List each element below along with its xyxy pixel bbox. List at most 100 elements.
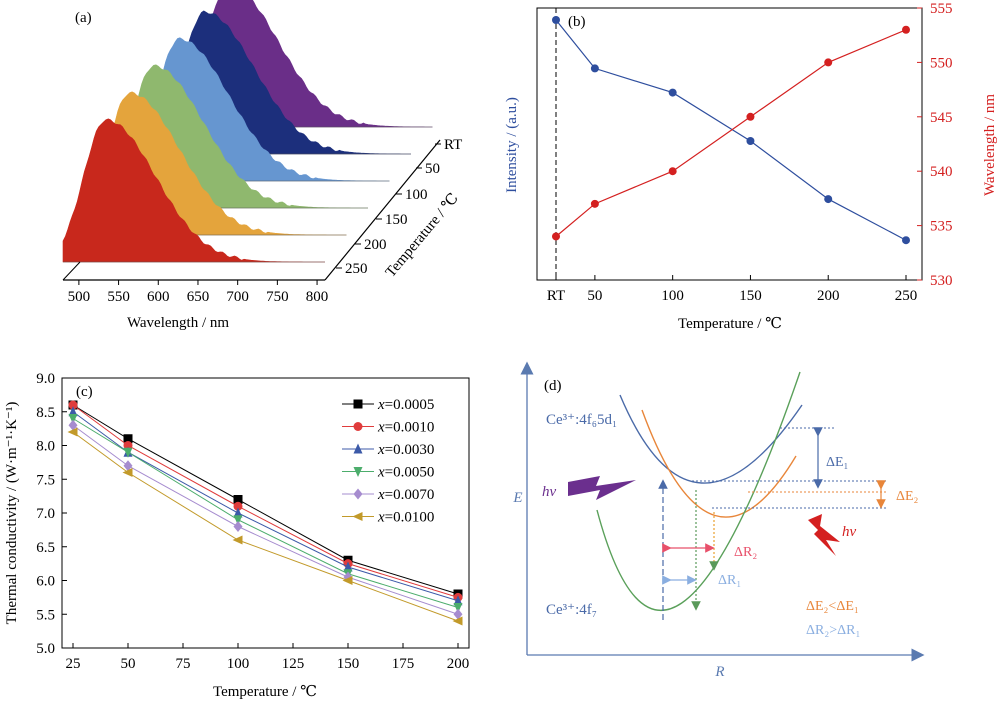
b-xtick-label: RT <box>547 288 565 304</box>
panel-c-x-label: Temperature / ℃ <box>213 684 317 700</box>
wavelength-point <box>746 112 755 121</box>
marker-triangle-up <box>68 406 78 417</box>
intensity-point <box>668 88 677 97</box>
panel-d: (d) E R ΔE₁ ΔE₂ ΔR₂ ΔR₁ Ce³⁺:4f₆5d₁ Ce³⁺… <box>512 361 925 680</box>
b-ytick-label: 535 <box>930 219 953 235</box>
marker-triangle-left <box>352 512 363 521</box>
panel-b-right-label: Wavelength / nm <box>982 94 998 196</box>
a-depth-tick-label: 100 <box>405 187 428 203</box>
lightning-absorption-icon <box>568 476 636 500</box>
panel-a-x-label: Wavelength / nm <box>127 315 229 331</box>
c-ytick-label: 6.0 <box>36 574 55 590</box>
wavelength-point <box>902 25 910 34</box>
panel-a-depth-axis <box>324 139 441 281</box>
marker-triangle-up <box>353 443 363 454</box>
b-xtick-label: 100 <box>661 288 684 304</box>
relation-e-label: ΔE₂<ΔE₁ <box>806 599 859 614</box>
marker-diamond <box>68 419 78 431</box>
legend-label: x=0.0070 <box>377 487 434 503</box>
panel-b-x-label: Temperature / ℃ <box>678 316 782 332</box>
ground-state-curve <box>596 371 801 611</box>
b-xtick-label: 200 <box>817 288 840 304</box>
marker-triangle-down <box>68 414 78 424</box>
intensity-point <box>590 64 599 73</box>
marker-diamond <box>453 608 463 620</box>
c-ytick-label: 8.0 <box>36 439 55 455</box>
b-ytick-label: 555 <box>930 1 953 17</box>
panel-b-right-ticks: 530 535 540 545 550 555 <box>917 1 953 289</box>
c-ytick-label: 6.5 <box>36 540 55 556</box>
marker-triangle-left <box>452 616 463 626</box>
a-depth-tick-label: 200 <box>364 237 387 253</box>
marker-triangle-down <box>353 467 363 477</box>
c-ytick-label: 7.5 <box>36 472 55 488</box>
ground-state-label: Ce³⁺:4f₇ <box>546 602 597 618</box>
intensity-point <box>746 137 755 145</box>
c-xtick-label: 175 <box>392 656 415 672</box>
c-xtick-label: 150 <box>337 656 360 672</box>
panel-a-x-ticks: 500 550 600 650 700 750 800 <box>68 280 328 305</box>
panel-b-plot <box>552 16 910 245</box>
panel-b: (b) RT 50 100 150 200 250 530535540545550555 … <box>504 1 998 332</box>
hv-absorption-label: hν <box>542 484 557 500</box>
legend-label: x=0.0050 <box>377 465 434 481</box>
marker-triangle-up <box>343 561 353 572</box>
a-depth-tick-label: 50 <box>425 161 440 177</box>
wavelength-point <box>824 58 833 67</box>
intensity-point <box>552 16 560 24</box>
c-xtick-label: 100 <box>227 656 250 672</box>
panel-c-x-ticks: 25 50 75 100 125 150 175 200 <box>66 643 470 672</box>
a-depth-tick-label: 150 <box>385 212 408 228</box>
b-ytick-label: 540 <box>930 164 953 180</box>
panel-b-frame <box>536 7 923 281</box>
hv-emission-label: hν <box>842 524 857 540</box>
marker-triangle-left <box>122 468 133 477</box>
wavelength-point <box>552 232 560 241</box>
c-xtick-label: 50 <box>121 656 136 672</box>
c-ytick-label: 5.0 <box>36 641 55 657</box>
legend-label: x=0.0005 <box>377 397 434 413</box>
marker-circle <box>233 501 243 511</box>
marker-square <box>353 399 363 409</box>
lightning-emission-icon <box>808 514 840 556</box>
c-xtick-label: 25 <box>66 656 81 672</box>
delta-e1-label: ΔE₁ <box>826 455 848 470</box>
delta-r1-label: ΔR₁ <box>718 573 741 588</box>
delta-r2-label: ΔR₂ <box>734 545 757 560</box>
b-ytick-label: 550 <box>930 55 953 71</box>
delta-e2-label: ΔE₂ <box>896 489 919 504</box>
panel-c-label: (c) <box>76 384 93 400</box>
panel-c-y-ticks: 5.0 5.5 6.0 6.5 7.0 7.5 8.0 8.5 9.0 <box>36 371 67 657</box>
legend-label: x=0.0100 <box>377 510 434 526</box>
a-xtick-label: 500 <box>68 289 91 305</box>
relation-r-label: ΔR₂>ΔR₁ <box>806 623 860 638</box>
panel-d-e-axis-label: E <box>512 490 522 506</box>
panel-d-label: (d) <box>544 378 562 394</box>
b-xtick-label: 50 <box>587 288 602 304</box>
panel-c-y-label: Thermal conductivity / (W·m⁻¹·K⁻¹) <box>4 402 20 625</box>
marker-diamond <box>123 460 133 472</box>
legend-label: x=0.0030 <box>377 442 434 458</box>
b-xtick-label: 150 <box>739 288 762 304</box>
a-xtick-label: 700 <box>226 289 249 305</box>
marker-circle <box>353 422 363 431</box>
marker-square <box>123 434 133 444</box>
panel-a-spectra <box>62 0 433 263</box>
panel-c: (c) 25 50 75 100 125 150 175 200 5.0 5.5 6.0 6.5 7.… <box>4 371 470 700</box>
c-xtick-label: 200 <box>447 656 470 672</box>
panel-b-label: (b) <box>568 14 586 30</box>
marker-triangle-left <box>232 535 243 545</box>
panel-d-r-axis-label: R <box>714 664 724 680</box>
marker-triangle-down <box>233 515 243 526</box>
panel-c-legend: x=0.0005 x=0.0010 x=0.0030 x=0.0050 x=0.0070… <box>342 397 434 526</box>
panel-a-label: (a) <box>75 10 92 26</box>
marker-diamond <box>353 488 363 500</box>
marker-triangle-up <box>453 595 463 606</box>
b-ytick-label: 545 <box>930 110 953 126</box>
c-ytick-label: 7.0 <box>36 506 55 522</box>
wavelength-point <box>590 199 599 208</box>
excited-state-curve-high-t <box>641 409 797 518</box>
legend-label: x=0.0010 <box>377 420 434 436</box>
intensity-line <box>555 19 907 241</box>
